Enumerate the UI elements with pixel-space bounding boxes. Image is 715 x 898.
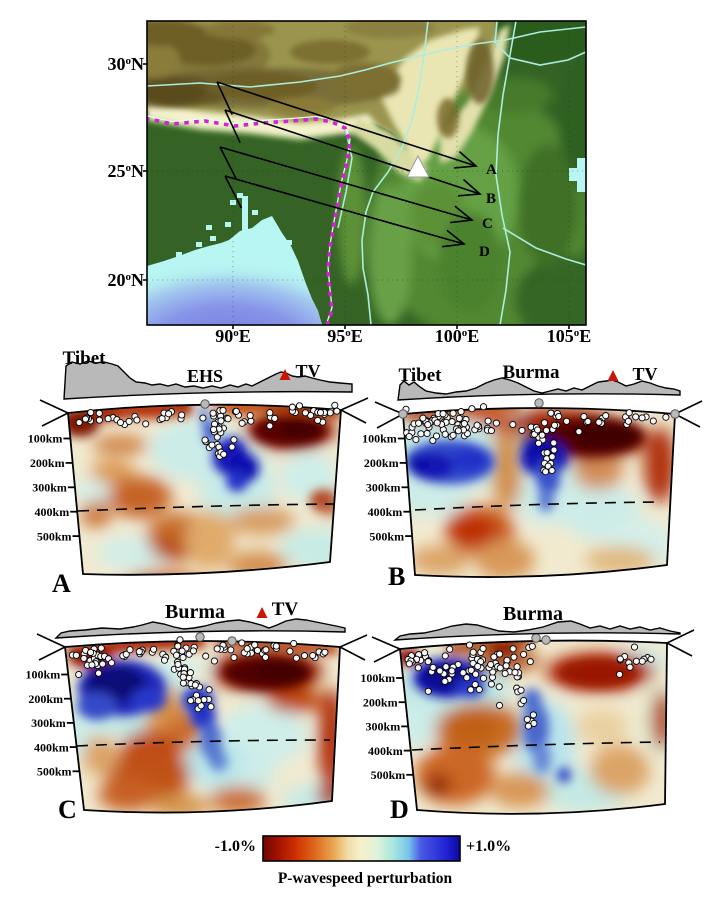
svg-text:400km: 400km <box>35 505 70 519</box>
svg-text:90oE: 90oE <box>215 326 251 346</box>
svg-text:300km: 300km <box>31 716 66 730</box>
svg-text:A: A <box>52 569 71 598</box>
svg-text:D: D <box>390 795 409 824</box>
svg-text:100km: 100km <box>360 671 395 685</box>
svg-text:B: B <box>388 562 405 591</box>
svg-text:20oN: 20oN <box>108 270 145 290</box>
svg-text:EHS: EHS <box>187 366 223 386</box>
svg-text:200km: 200km <box>363 695 398 709</box>
svg-text:500km: 500km <box>37 765 72 779</box>
svg-text:TV: TV <box>272 599 299 620</box>
svg-text:200km: 200km <box>30 456 65 470</box>
svg-text:100km: 100km <box>28 432 63 446</box>
svg-text:TV: TV <box>295 361 320 381</box>
svg-text:30oN: 30oN <box>108 54 145 74</box>
svg-text:Burma: Burma <box>503 603 563 625</box>
svg-text:400km: 400km <box>368 505 403 519</box>
svg-text:400km: 400km <box>368 744 403 758</box>
svg-text:+1.0%: +1.0% <box>466 838 511 855</box>
svg-text:200km: 200km <box>364 456 399 470</box>
svg-text:500km: 500km <box>369 529 404 543</box>
svg-text:300km: 300km <box>366 481 401 495</box>
svg-text:500km: 500km <box>371 768 406 782</box>
svg-text:400km: 400km <box>34 740 69 754</box>
svg-text:C: C <box>482 216 493 232</box>
svg-text:TV: TV <box>632 364 657 384</box>
svg-text:B: B <box>486 191 496 207</box>
svg-text:-1.0%: -1.0% <box>215 838 256 855</box>
svg-text:Burma: Burma <box>503 362 561 383</box>
svg-text:Tibet: Tibet <box>63 348 107 369</box>
svg-text:300km: 300km <box>366 720 401 734</box>
svg-text:Burma: Burma <box>165 601 225 623</box>
svg-text:Tibet: Tibet <box>399 365 443 386</box>
svg-text:A: A <box>486 162 497 178</box>
svg-text:100km: 100km <box>26 668 61 682</box>
svg-text:105oE: 105oE <box>547 326 592 346</box>
svg-text:300km: 300km <box>32 481 67 495</box>
svg-text:95oE: 95oE <box>327 326 363 346</box>
svg-text:100oE: 100oE <box>435 326 480 346</box>
svg-text:D: D <box>479 244 490 260</box>
svg-text:500km: 500km <box>37 529 72 543</box>
svg-text:P-wavespeed perturbation: P-wavespeed perturbation <box>278 870 453 887</box>
svg-text:100km: 100km <box>362 432 397 446</box>
svg-text:C: C <box>58 795 77 824</box>
svg-text:25oN: 25oN <box>108 161 145 181</box>
svg-text:200km: 200km <box>28 692 63 706</box>
